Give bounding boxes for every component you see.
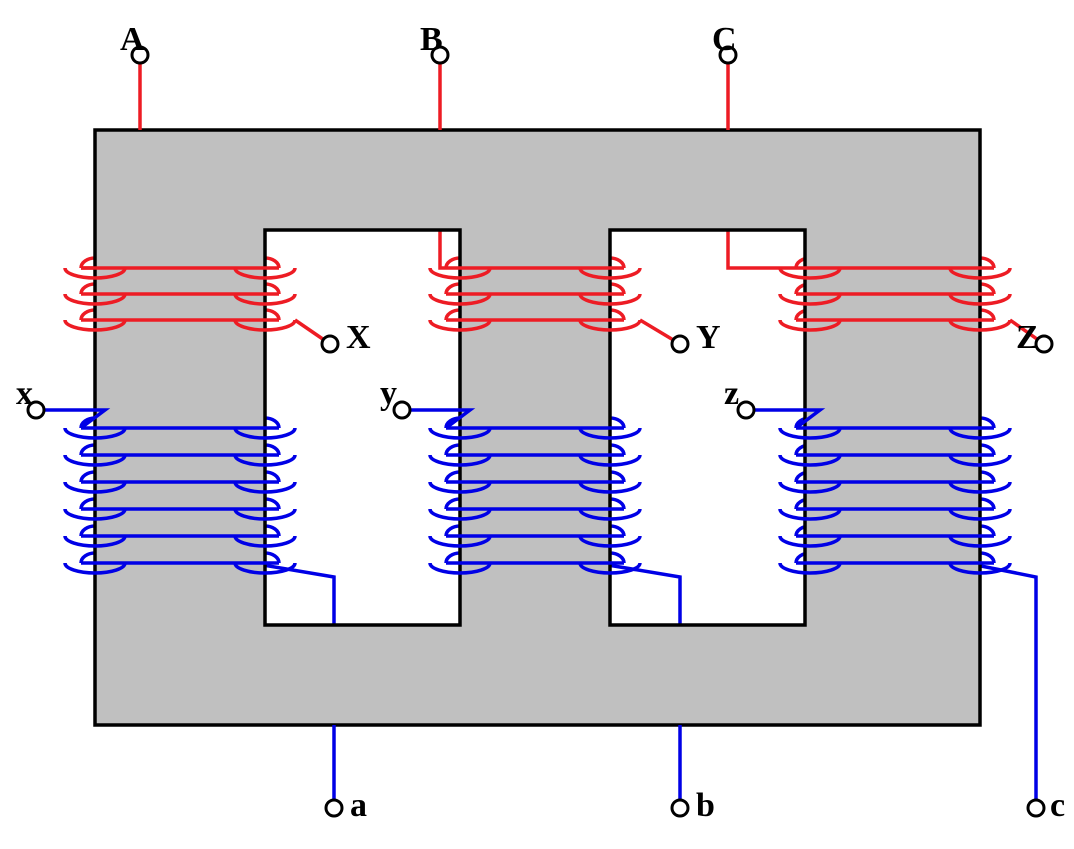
- label-B: B: [420, 21, 443, 58]
- label-y: y: [380, 375, 397, 412]
- label-A: A: [120, 21, 145, 58]
- terminal-c: [1028, 800, 1044, 816]
- label-z: z: [724, 375, 739, 412]
- terminal-a: [326, 800, 342, 816]
- label-a: a: [350, 787, 367, 824]
- terminal-z: [738, 402, 754, 418]
- label-X: X: [346, 319, 371, 356]
- terminal-Y: [672, 336, 688, 352]
- label-c: c: [1050, 787, 1065, 824]
- terminal-X: [322, 336, 338, 352]
- label-b: b: [696, 787, 715, 824]
- label-Y: Y: [696, 319, 721, 356]
- label-Z: Z: [1016, 319, 1039, 356]
- label-x: x: [16, 375, 33, 412]
- label-C: C: [712, 21, 737, 58]
- terminal-b: [672, 800, 688, 816]
